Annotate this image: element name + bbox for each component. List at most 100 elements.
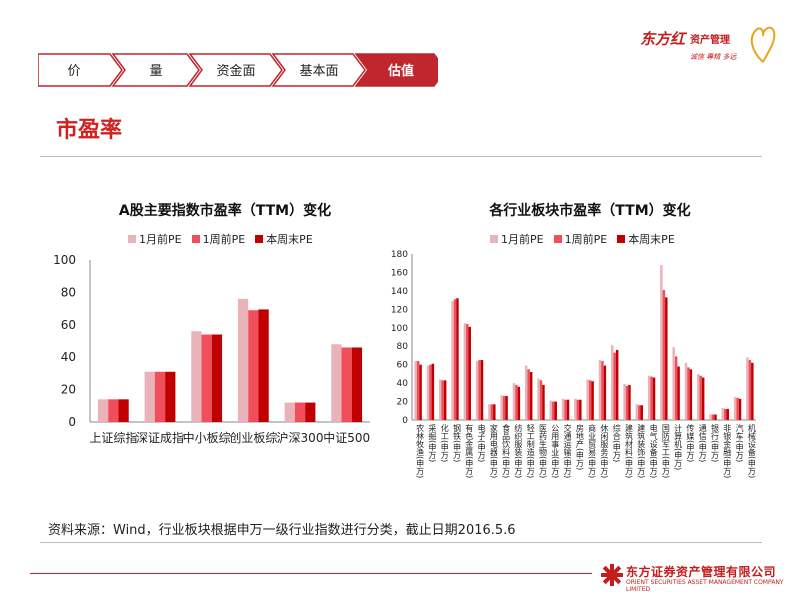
bar xyxy=(248,310,259,422)
bar xyxy=(625,385,629,420)
bar xyxy=(331,344,342,422)
nav-tab-label[interactable]: 资金面 xyxy=(216,63,255,79)
bar xyxy=(751,362,754,420)
nav-tab-label[interactable]: 基本面 xyxy=(299,64,338,79)
y-tick-label: 60 xyxy=(61,318,76,332)
x-tick-label: 家用电器(申万) xyxy=(489,423,498,478)
chart-title-index-pe: A股主要指数市盈率（TTM）变化 xyxy=(118,203,332,219)
x-tick-label: 银行(申万) xyxy=(711,423,720,462)
nav-tab[interactable]: 估值 xyxy=(354,53,438,87)
bar xyxy=(603,365,607,420)
bar xyxy=(748,360,752,420)
y-tick-label: 20 xyxy=(397,398,409,408)
x-tick-label: 钢铁(申万) xyxy=(453,423,462,462)
bar xyxy=(419,364,422,420)
bar xyxy=(431,363,435,420)
bar xyxy=(672,347,675,420)
legend-label: 本周末PE xyxy=(628,233,675,246)
bar xyxy=(488,404,491,420)
bar xyxy=(305,402,316,422)
bar xyxy=(598,360,602,420)
legend-label: 1月前PE xyxy=(501,233,544,246)
bar xyxy=(539,380,543,420)
bar xyxy=(687,367,690,420)
y-tick-label: 40 xyxy=(397,379,409,389)
bar xyxy=(549,400,553,420)
bottom-divider xyxy=(40,542,762,543)
bar xyxy=(118,399,129,422)
bar xyxy=(684,362,688,420)
company-name-en: ORIENT SECURITIES ASSET MANAGEMENT COMPA… xyxy=(626,579,784,593)
nav-tab-label[interactable]: 量 xyxy=(149,64,162,79)
bar xyxy=(738,398,742,420)
bar xyxy=(284,402,295,422)
bar xyxy=(341,347,352,422)
nav-tab[interactable]: 基本面 xyxy=(271,53,366,87)
bar xyxy=(628,384,631,420)
bar xyxy=(258,309,269,422)
bar xyxy=(439,379,442,420)
nav-tab-label[interactable]: 价 xyxy=(67,64,80,79)
footer-line xyxy=(30,573,592,574)
nav-tab-shape[interactable] xyxy=(354,53,438,87)
bar xyxy=(201,334,212,422)
bar xyxy=(453,299,457,420)
nav-tab-shape[interactable] xyxy=(271,53,366,87)
y-tick-label: 0 xyxy=(68,415,76,429)
bar xyxy=(650,376,653,420)
company-name: 东方证券资产管理有限公司 xyxy=(626,565,777,579)
legend-swatch xyxy=(128,235,136,243)
legend-swatch xyxy=(255,235,264,243)
bar xyxy=(456,298,459,420)
bar xyxy=(351,347,363,422)
x-tick-label: 沪深300 xyxy=(277,431,324,445)
bar xyxy=(237,298,249,422)
bar xyxy=(579,399,582,420)
bar xyxy=(746,357,749,420)
bar xyxy=(517,386,521,420)
x-tick-label: 化工(申万) xyxy=(440,423,449,462)
nav-tab-shape[interactable] xyxy=(111,53,200,87)
nav-tab-shape[interactable] xyxy=(38,53,123,87)
legend-swatch xyxy=(490,235,498,243)
y-tick-label: 0 xyxy=(402,416,408,426)
y-tick-label: 40 xyxy=(61,350,76,364)
legend-item: 1月前PE xyxy=(490,231,544,247)
bar xyxy=(493,404,496,420)
company-logo-icon xyxy=(601,564,623,586)
source-note: 资料来源：Wind，行业板块根据申万一级行业指数进行分类，截止日期2016.5.… xyxy=(48,523,516,538)
x-tick-label: 休闲服务(申万) xyxy=(600,423,609,478)
x-tick-label: 轻工制造(申万) xyxy=(526,423,535,478)
nav-tab-shape[interactable] xyxy=(188,53,283,87)
page-title: 市盈率 xyxy=(56,118,123,143)
nav-tab[interactable]: 资金面 xyxy=(188,53,283,87)
legend-label: 1月前PE xyxy=(139,233,182,246)
legend-label: 1周前PE xyxy=(564,233,608,246)
bar xyxy=(542,384,545,420)
bar xyxy=(154,371,166,422)
bar xyxy=(736,397,739,420)
nav-tab[interactable]: 价 xyxy=(38,53,123,87)
bar xyxy=(711,414,715,420)
bar xyxy=(699,375,702,420)
nav-tab[interactable]: 量 xyxy=(111,53,200,87)
nav-tab-label[interactable]: 估值 xyxy=(387,63,414,79)
x-tick-label: 综合(申万) xyxy=(612,423,621,462)
legend-item: 本周末PE xyxy=(617,231,675,247)
bar xyxy=(647,375,651,420)
legend-item: 1周前PE xyxy=(191,231,245,247)
bar xyxy=(165,371,176,422)
x-tick-label: 上证综指 xyxy=(89,430,137,445)
y-tick-label: 160 xyxy=(391,268,408,278)
bar xyxy=(697,373,700,420)
bar xyxy=(537,378,540,420)
bar xyxy=(726,408,729,420)
chart-title-industry-pe: 各行业板块市盈率（TTM）变化 xyxy=(489,203,691,219)
x-tick-label: 汽车(申万) xyxy=(735,423,744,462)
legend-swatch xyxy=(617,235,626,243)
bar xyxy=(441,380,444,420)
bar xyxy=(721,408,725,420)
bar xyxy=(97,399,109,422)
bar xyxy=(677,366,680,420)
bar xyxy=(615,349,619,420)
